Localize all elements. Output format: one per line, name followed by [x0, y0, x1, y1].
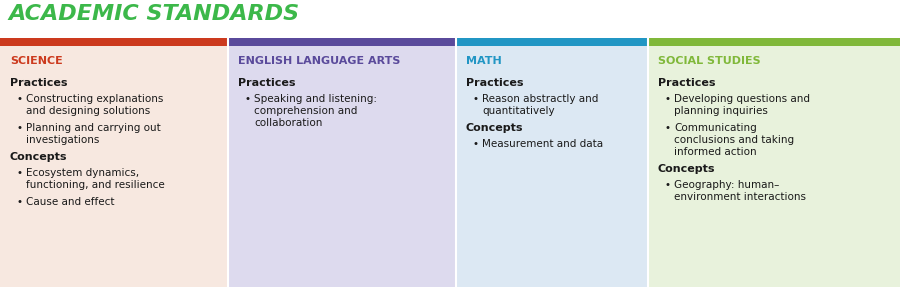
Text: planning inquiries: planning inquiries — [674, 106, 768, 116]
Text: ACADEMIC STANDARDS: ACADEMIC STANDARDS — [8, 4, 299, 24]
Text: Ecosystem dynamics,: Ecosystem dynamics, — [26, 168, 140, 178]
Text: functioning, and resilience: functioning, and resilience — [26, 180, 165, 190]
Text: comprehension and: comprehension and — [254, 106, 357, 116]
Text: Practices: Practices — [466, 78, 524, 88]
Text: Planning and carrying out: Planning and carrying out — [26, 123, 161, 133]
Bar — [228, 46, 456, 287]
Text: Geography: human–: Geography: human– — [674, 180, 779, 190]
Text: •: • — [664, 123, 670, 133]
Text: and designing solutions: and designing solutions — [26, 106, 150, 116]
Bar — [0, 38, 228, 46]
Bar — [456, 38, 648, 46]
Text: environment interactions: environment interactions — [674, 192, 806, 202]
Text: •: • — [16, 168, 22, 178]
Text: informed action: informed action — [674, 147, 757, 157]
Text: Speaking and listening:: Speaking and listening: — [254, 94, 377, 104]
Text: quantitatively: quantitatively — [482, 106, 554, 116]
Bar — [648, 38, 900, 46]
Text: Measurement and data: Measurement and data — [482, 139, 603, 149]
Text: Developing questions and: Developing questions and — [674, 94, 810, 104]
Text: Practices: Practices — [10, 78, 68, 88]
Bar — [648, 46, 900, 287]
Text: •: • — [664, 94, 670, 104]
Bar — [0, 46, 228, 287]
Text: Cause and effect: Cause and effect — [26, 197, 114, 207]
Text: •: • — [664, 180, 670, 190]
Text: SOCIAL STUDIES: SOCIAL STUDIES — [658, 56, 760, 66]
Text: MATH: MATH — [466, 56, 502, 66]
Text: •: • — [16, 94, 22, 104]
Bar — [456, 46, 648, 287]
Text: investigations: investigations — [26, 135, 99, 145]
Text: ENGLISH LANGUAGE ARTS: ENGLISH LANGUAGE ARTS — [238, 56, 400, 66]
Text: Communicating: Communicating — [674, 123, 757, 133]
Text: Concepts: Concepts — [658, 164, 716, 174]
Text: •: • — [16, 197, 22, 207]
Text: Constructing explanations: Constructing explanations — [26, 94, 164, 104]
Text: Concepts: Concepts — [466, 123, 524, 133]
Text: Practices: Practices — [658, 78, 716, 88]
Text: •: • — [244, 94, 250, 104]
Text: conclusions and taking: conclusions and taking — [674, 135, 794, 145]
Text: •: • — [16, 123, 22, 133]
Text: •: • — [472, 94, 478, 104]
Text: Concepts: Concepts — [10, 152, 68, 162]
Text: Reason abstractly and: Reason abstractly and — [482, 94, 598, 104]
Text: •: • — [472, 139, 478, 149]
Text: Practices: Practices — [238, 78, 295, 88]
Text: collaboration: collaboration — [254, 118, 322, 128]
Text: SCIENCE: SCIENCE — [10, 56, 63, 66]
Bar — [228, 38, 456, 46]
